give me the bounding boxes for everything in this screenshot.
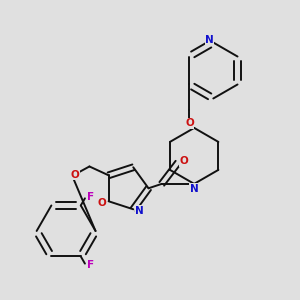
Text: F: F: [87, 260, 94, 270]
Text: O: O: [179, 156, 188, 166]
Text: N: N: [205, 35, 214, 45]
Text: O: O: [71, 170, 80, 180]
Text: O: O: [98, 198, 106, 208]
Text: O: O: [185, 118, 194, 128]
Text: F: F: [87, 192, 94, 202]
Text: N: N: [135, 206, 144, 216]
Text: N: N: [190, 184, 199, 194]
